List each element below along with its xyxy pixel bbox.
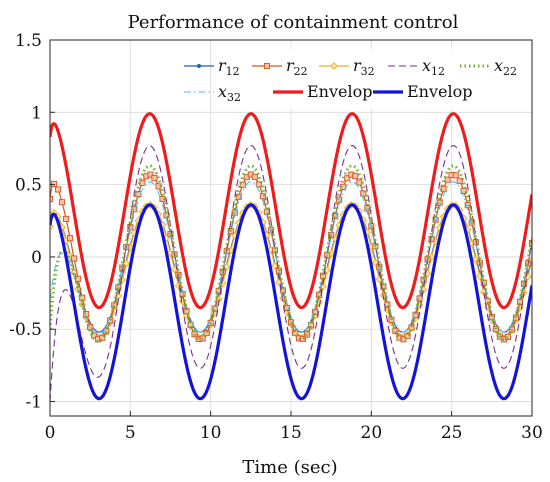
plot-area — [50, 112, 532, 402]
legend-marker — [263, 62, 271, 70]
legend-item-6: x32 — [184, 82, 241, 104]
series-marker-r22 — [408, 324, 415, 331]
series-line-envelop — [50, 203, 532, 401]
y-tick-label: 0 — [31, 248, 42, 268]
series-line-x32 — [50, 181, 532, 336]
legend-background — [222, 49, 530, 109]
y-tick-label: -1 — [25, 393, 42, 413]
x-tick-label: 20 — [361, 423, 383, 443]
legend-item-3: r32 — [319, 56, 375, 78]
series-marker-r22 — [392, 327, 399, 335]
legend: r12 r22 r32 x12 x22 x32 Envelop Envelop — [184, 49, 530, 109]
legend-label: r32 — [353, 56, 375, 78]
series-line-x22 — [50, 164, 532, 343]
series-marker-r32 — [427, 253, 436, 261]
legend-marker — [330, 62, 338, 70]
legend-label: x12 — [422, 56, 445, 78]
legend-label: r12 — [218, 56, 240, 78]
series-marker-r22 — [528, 240, 532, 247]
series-marker-r22 — [251, 173, 258, 180]
series-marker-r22 — [352, 172, 359, 180]
x-tick-label: 30 — [521, 423, 543, 443]
series-line-envelop — [50, 112, 532, 310]
legend-item-4: x12 — [388, 56, 445, 78]
axis-ticks: 0 5 10 15 20 25 30 1.5 1 0.5 0 -0.5 -1 — [9, 31, 543, 443]
series-marker-r22 — [452, 172, 459, 179]
series-marker-r22 — [54, 186, 62, 193]
series-marker-r22 — [404, 332, 411, 339]
legend-label: Envelop — [307, 82, 372, 101]
series-marker-r22 — [291, 329, 299, 336]
legend-item-5: x22 — [460, 56, 517, 78]
series-marker-r22 — [67, 235, 74, 242]
legend-label: x22 — [494, 56, 517, 78]
series-marker-r32 — [371, 258, 380, 267]
series-marker-r22 — [440, 186, 447, 193]
series-marker-r22 — [259, 193, 266, 200]
chart-title: Performance of containment control — [128, 12, 459, 33]
series-marker-r22 — [356, 179, 363, 186]
y-tick-label: -0.5 — [9, 320, 42, 340]
legend-label: x32 — [218, 82, 241, 104]
x-tick-label: 0 — [45, 423, 56, 443]
series-marker-r32 — [471, 255, 480, 264]
series-marker-r22 — [504, 333, 511, 340]
series-marker-r22 — [456, 177, 463, 184]
x-tick-label: 5 — [125, 423, 136, 443]
series-marker-r22 — [360, 190, 367, 197]
series-marker-r22 — [444, 176, 451, 183]
x-tick-label: 15 — [280, 423, 302, 443]
series-marker-r22 — [300, 335, 307, 343]
x-axis-label: Time (sec) — [242, 457, 337, 478]
legend-item-8: Envelop — [373, 82, 472, 101]
series-marker-r22 — [59, 199, 66, 206]
series-marker-r22 — [151, 174, 158, 182]
legend-marker — [197, 64, 201, 68]
series-marker-r22 — [50, 180, 58, 187]
x-tick-label: 25 — [441, 423, 463, 443]
legend-label: Envelop — [407, 82, 472, 101]
legend-item-7: Envelop — [273, 82, 372, 101]
series-marker-r32 — [528, 256, 532, 265]
y-tick-label: 1.5 — [15, 31, 42, 51]
series-marker-r22 — [71, 255, 78, 262]
y-tick-label: 1 — [31, 103, 42, 123]
series-marker-r22 — [239, 181, 246, 188]
series-marker-r22 — [147, 171, 154, 178]
series-marker-r22 — [255, 181, 262, 188]
series-marker-r22 — [235, 193, 242, 200]
series-marker-r22 — [203, 330, 210, 337]
x-tick-label: 10 — [200, 423, 222, 443]
y-tick-label: 0.5 — [15, 176, 42, 196]
legend-item-2: r22 — [252, 56, 308, 78]
series-marker-r22 — [63, 215, 70, 222]
legend-item-1: r12 — [184, 56, 240, 78]
legend-label: r22 — [286, 56, 308, 78]
